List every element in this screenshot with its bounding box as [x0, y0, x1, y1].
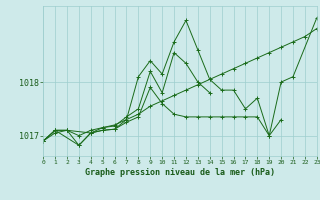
- X-axis label: Graphe pression niveau de la mer (hPa): Graphe pression niveau de la mer (hPa): [85, 168, 275, 177]
